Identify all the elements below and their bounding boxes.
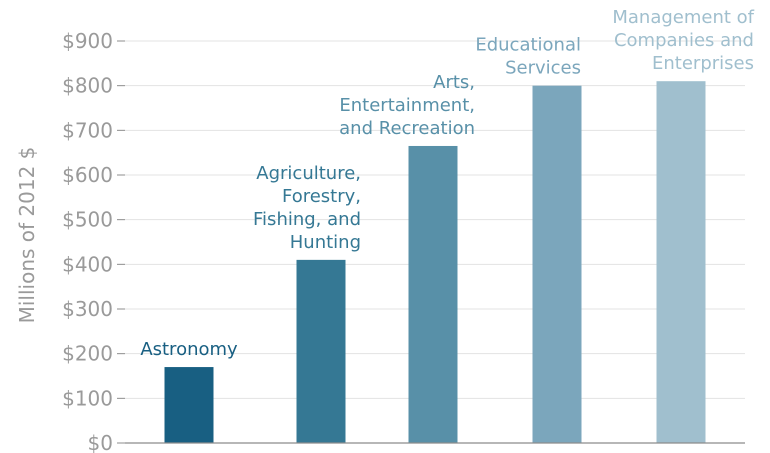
bar bbox=[408, 145, 458, 443]
bar-label-line: Forestry, bbox=[282, 186, 361, 207]
bar-label-line: Entertainment, bbox=[339, 95, 475, 116]
y-axis-tick-label: $800 bbox=[62, 74, 113, 98]
bar-label: Arts, Entertainment, and Recreation bbox=[339, 72, 475, 139]
y-axis-title: Millions of 2012 $ bbox=[15, 147, 39, 324]
y-axis-tick-label: $0 bbox=[88, 431, 113, 453]
bar-label-line: Educational bbox=[475, 35, 581, 56]
bars-layer bbox=[164, 81, 706, 444]
bar-label: Astronomy bbox=[140, 339, 238, 360]
bar-label: Agriculture, Forestry, Fishing, and Hunting bbox=[253, 163, 361, 253]
bar-label: Management of Companies and Enterprises bbox=[612, 7, 754, 74]
y-axis-tick-label: $700 bbox=[62, 118, 113, 142]
bar-label-line: Arts, bbox=[433, 72, 475, 93]
y-axis-tick-label: $500 bbox=[62, 208, 113, 232]
bar-label-line: Companies and bbox=[614, 30, 754, 51]
bar-label-line: Fishing, and bbox=[253, 209, 361, 230]
y-axis-tick-label: $600 bbox=[62, 163, 113, 187]
bar-label-line: Hunting bbox=[290, 232, 361, 253]
bar bbox=[532, 85, 582, 444]
y-axis-tick-label: $400 bbox=[62, 252, 113, 276]
bar-label-line: Astronomy bbox=[140, 339, 238, 360]
bar-label-line: and Recreation bbox=[339, 118, 475, 139]
bar-label-line: Management of bbox=[612, 7, 754, 28]
bar-label-line: Agriculture, bbox=[256, 163, 361, 184]
bar bbox=[164, 367, 214, 443]
y-axis-tick-label: $300 bbox=[62, 297, 113, 321]
y-axis-tick-label: $100 bbox=[62, 386, 113, 410]
bar bbox=[296, 259, 346, 443]
bar-label: Educational Services bbox=[475, 35, 581, 79]
y-axis-tick-label: $200 bbox=[62, 342, 113, 366]
bar-label-line: Services bbox=[505, 58, 581, 79]
labels-layer: Astronomy Agriculture, Forestry, Fishing, a… bbox=[140, 7, 754, 360]
axis-layer: $0 $100 $200 $300 $400 $500 $600 $700 $800 $900 bbox=[62, 29, 745, 453]
bar bbox=[656, 81, 706, 443]
bar-label-line: Enterprises bbox=[652, 53, 754, 74]
y-axis-tick-label: $900 bbox=[62, 29, 113, 53]
